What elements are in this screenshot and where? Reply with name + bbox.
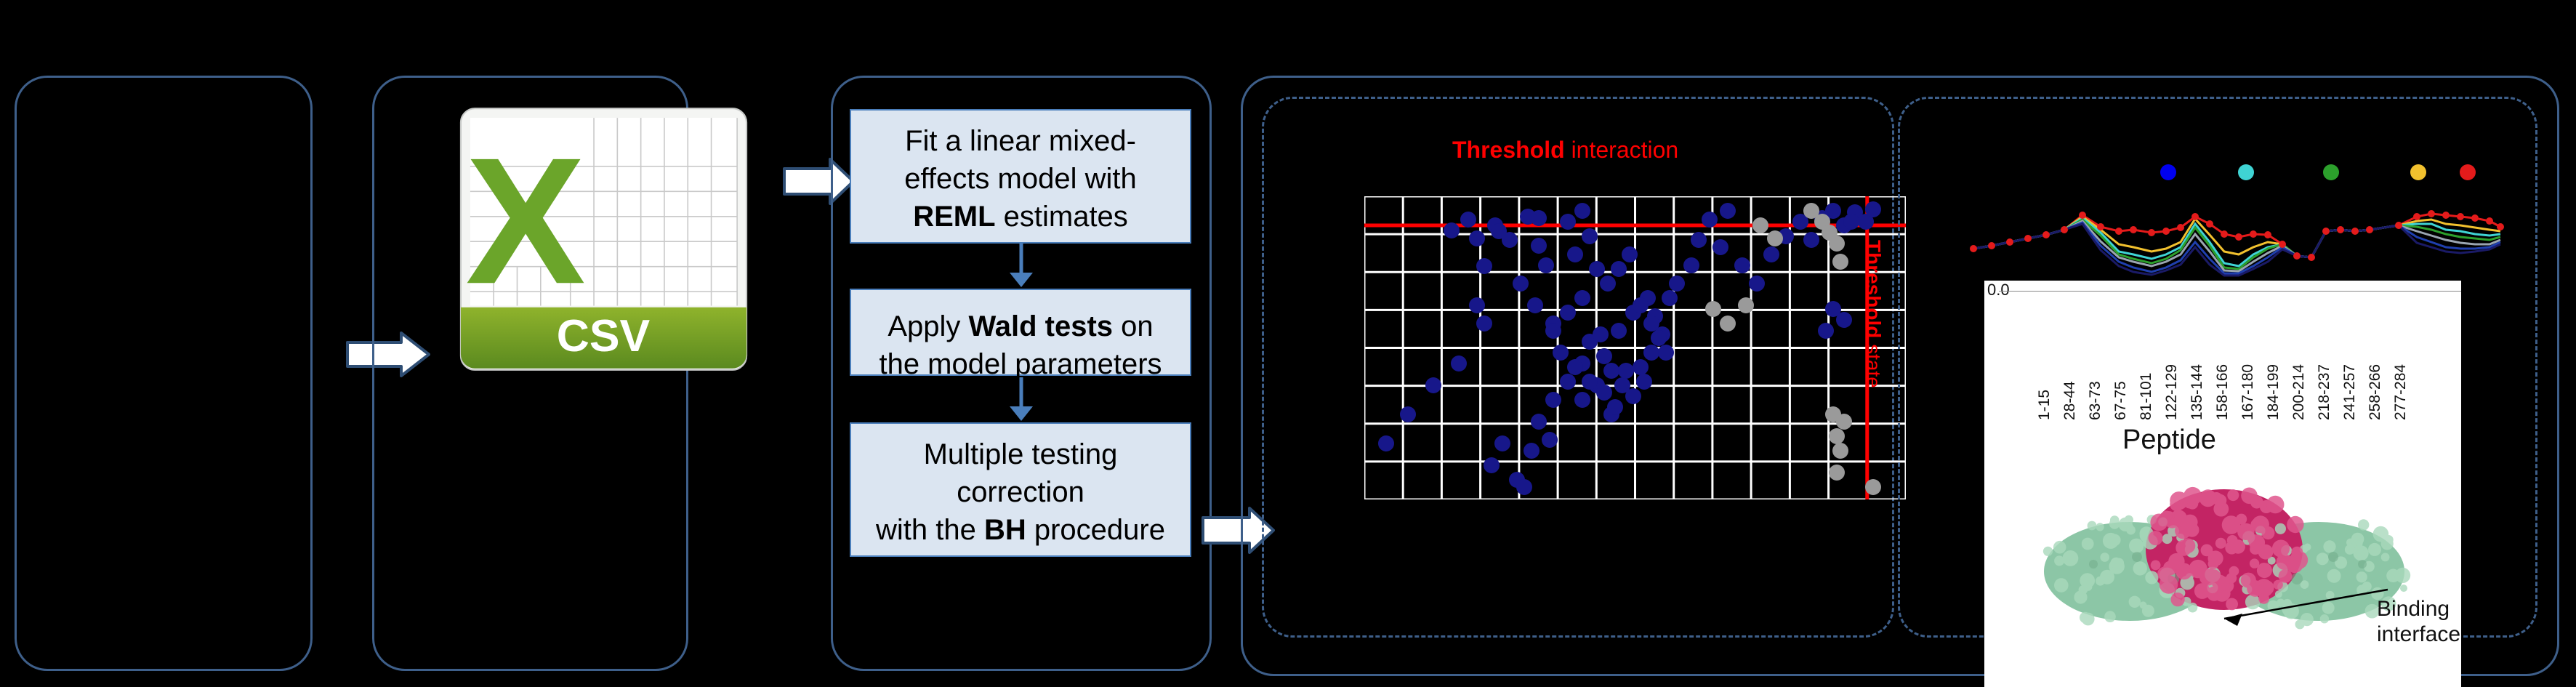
svg-text:CSV: CSV [557, 310, 651, 361]
svg-text:X: X [465, 121, 585, 321]
